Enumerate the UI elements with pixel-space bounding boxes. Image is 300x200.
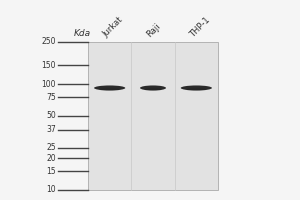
Ellipse shape <box>185 88 207 91</box>
Text: 37: 37 <box>46 125 56 134</box>
Text: THP-1: THP-1 <box>188 15 212 39</box>
Text: 25: 25 <box>46 143 56 152</box>
Text: 75: 75 <box>46 93 56 102</box>
Ellipse shape <box>94 85 125 90</box>
Bar <box>88 42 218 190</box>
Text: Raji: Raji <box>145 22 162 39</box>
Ellipse shape <box>140 85 166 90</box>
Text: 20: 20 <box>46 154 56 163</box>
Text: 150: 150 <box>41 61 56 70</box>
Text: 100: 100 <box>41 80 56 89</box>
Ellipse shape <box>99 88 121 91</box>
Text: Jurkat: Jurkat <box>101 15 125 39</box>
Text: 50: 50 <box>46 112 56 120</box>
Ellipse shape <box>144 88 162 91</box>
Text: 15: 15 <box>46 167 56 176</box>
Text: 250: 250 <box>41 38 56 46</box>
Text: Kda: Kda <box>74 29 91 38</box>
Text: 10: 10 <box>46 186 56 194</box>
Ellipse shape <box>181 85 212 90</box>
